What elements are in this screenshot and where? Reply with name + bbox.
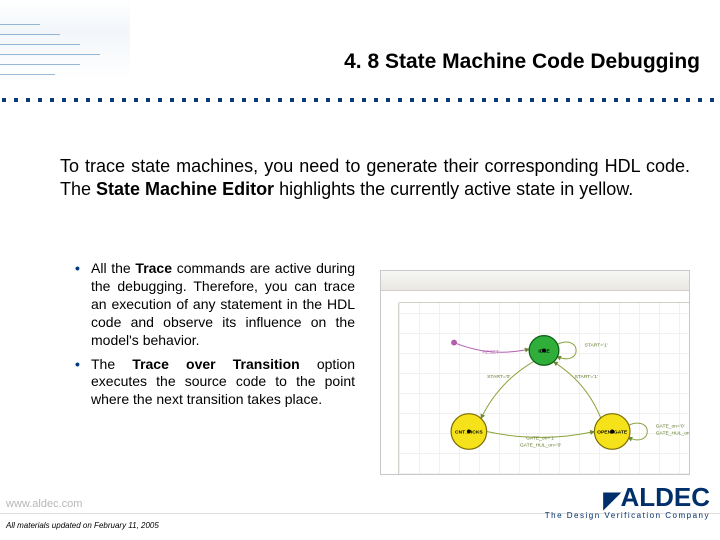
diagram-toolbar bbox=[381, 271, 689, 291]
brand-wordmark: ◤ALDEC bbox=[510, 486, 710, 509]
bullet-item: All the Trace commands are active during… bbox=[75, 260, 355, 350]
svg-text:GATE_on='0': GATE_on='0' bbox=[656, 424, 685, 430]
brand-tagline: The Design Verification Company bbox=[510, 511, 710, 520]
brand-name: ALDEC bbox=[620, 482, 710, 512]
svg-text:RESET: RESET bbox=[482, 350, 498, 356]
svg-text:START='1': START='1' bbox=[575, 374, 598, 380]
header-horizontal-lines bbox=[0, 4, 140, 94]
divider-dots bbox=[0, 90, 720, 110]
bullet-item: The Trace over Transition option execute… bbox=[75, 356, 355, 410]
svg-text:CNT_TICKS: CNT_TICKS bbox=[455, 429, 483, 435]
svg-text:START='0': START='0' bbox=[487, 374, 510, 380]
bullet-list: All the Trace commands are active during… bbox=[75, 260, 355, 415]
footer-update: All materials updated on February 11, 20… bbox=[6, 521, 159, 530]
intro-post: highlights the currently active state in… bbox=[274, 179, 633, 199]
svg-text:START='1': START='1' bbox=[585, 342, 608, 348]
slide-title: 4. 8 State Machine Code Debugging bbox=[344, 50, 700, 74]
intro-paragraph: To trace state machines, you need to gen… bbox=[60, 155, 690, 200]
state-machine-screenshot: START='1'RESETSTART='0'GATE_on='1'GATE_H… bbox=[380, 270, 690, 475]
diagram-canvas: START='1'RESETSTART='0'GATE_on='1'GATE_H… bbox=[399, 303, 689, 474]
intro-bold: State Machine Editor bbox=[96, 179, 274, 199]
brand-triangle-icon: ◤ bbox=[604, 490, 621, 510]
diagram-ruler-left bbox=[381, 303, 399, 474]
svg-text:GATE_HUL_on='0': GATE_HUL_on='0' bbox=[656, 430, 689, 436]
header-gradient bbox=[0, 0, 130, 80]
svg-text:GATE_on='1': GATE_on='1' bbox=[526, 435, 555, 441]
svg-text:OPEN_GATE: OPEN_GATE bbox=[597, 429, 628, 435]
footer-url: www.aldec.com bbox=[6, 498, 82, 510]
svg-text:GATE_HUL_on='0': GATE_HUL_on='0' bbox=[520, 442, 562, 448]
diagram-ruler-top bbox=[399, 291, 689, 303]
svg-text:IDLE: IDLE bbox=[538, 348, 550, 354]
brand-logo: ◤ALDEC The Design Verification Company bbox=[510, 486, 710, 520]
